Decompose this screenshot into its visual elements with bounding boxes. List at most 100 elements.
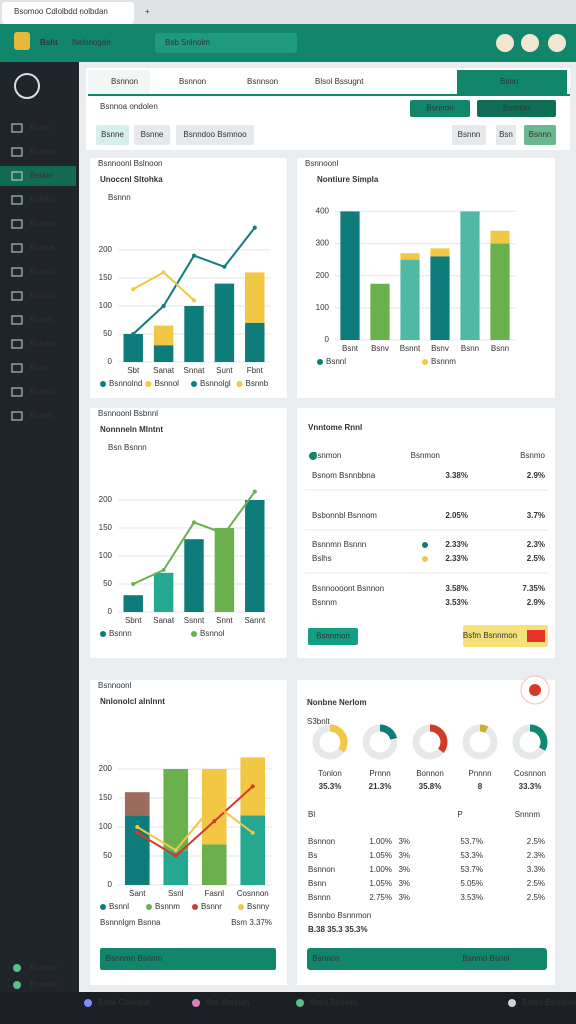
tab: Bsnnon	[179, 77, 206, 86]
button[interactable]	[100, 948, 276, 970]
y-tick-label: 0	[108, 607, 113, 616]
button[interactable]	[477, 100, 556, 117]
bar	[430, 256, 450, 340]
legend-swatch	[145, 381, 152, 387]
x-tick-label: Bsnt	[342, 344, 359, 353]
chip[interactable]	[176, 125, 254, 145]
chart-subtitle: Bsn Bsnnn	[108, 443, 147, 452]
y-tick-label: 100	[99, 551, 113, 560]
bar	[123, 334, 143, 362]
y-tick-label: 150	[99, 523, 113, 532]
cell: 3.3%	[527, 865, 545, 874]
legend-label: Bsnnb	[246, 379, 269, 388]
legend-label: Bsnnr	[201, 902, 222, 911]
bar	[201, 769, 227, 845]
chart-title: Nonbne Nerlom	[307, 698, 367, 707]
highlight-label: Bsfm Bsnnmon	[463, 631, 517, 640]
cell: 3.7%	[527, 511, 545, 520]
icon	[11, 291, 23, 301]
cell: 2.5%	[527, 893, 545, 902]
cell: 2.75%	[369, 893, 392, 902]
cell: 1.00%	[369, 837, 392, 846]
kicker: Bsnnoonl	[305, 159, 339, 168]
search-box[interactable]	[155, 33, 297, 53]
cell: 3.53%	[445, 598, 468, 607]
kicker: Bsnnoonl Bsbnnl	[98, 409, 158, 418]
y-tick-label: 200	[316, 271, 330, 280]
donut-label: Cosnnon	[514, 769, 546, 778]
bar	[245, 272, 265, 323]
row-label: Bs	[308, 851, 317, 860]
action-label: Bsn	[499, 130, 513, 139]
legend-label: Bsnnolnd	[109, 379, 142, 388]
kicker: Bsnnoonl	[98, 681, 132, 690]
button[interactable]	[308, 628, 358, 645]
point	[131, 332, 136, 336]
bar	[184, 306, 204, 362]
legend-label: Bsnnol	[155, 379, 180, 388]
table-head: Bsnmo	[520, 451, 545, 460]
table-head: P	[457, 810, 462, 819]
icon	[309, 452, 317, 460]
donut-label: Bonnon	[416, 769, 444, 778]
legend-swatch	[236, 381, 243, 387]
action[interactable]	[452, 125, 486, 145]
cell: 7.35%	[522, 584, 545, 593]
bar	[490, 230, 510, 244]
avatar[interactable]	[521, 34, 539, 52]
x-tick-label: Sanat	[153, 366, 175, 375]
x-tick-label: Ssnl	[168, 889, 184, 898]
legend-label: Bsnnolgl	[200, 379, 231, 388]
point	[192, 520, 196, 525]
bar	[163, 769, 189, 851]
bar	[400, 259, 420, 340]
button[interactable]	[410, 100, 470, 117]
chip[interactable]	[134, 125, 170, 145]
avatar[interactable]	[496, 34, 514, 52]
x-tick-label: Snnt	[216, 616, 233, 625]
taskbar-item: Bsno Bsdsan	[310, 998, 357, 1007]
y-tick-label: 50	[103, 329, 112, 338]
x-tick-label: Bsnv	[371, 344, 389, 353]
y-tick-label: 150	[99, 273, 113, 282]
avatar[interactable]	[548, 34, 566, 52]
point	[173, 848, 178, 853]
nav-item: Bsnmon	[30, 980, 59, 989]
footer-label: Bsnnbo Bsnnmon	[308, 911, 371, 920]
taskbar-icon	[84, 999, 92, 1007]
bar	[490, 243, 510, 340]
new-tab: +	[145, 7, 150, 16]
button[interactable]	[307, 948, 547, 970]
tab-action[interactable]	[457, 70, 567, 94]
x-tick-label: Sant	[129, 889, 146, 898]
icon	[11, 243, 23, 253]
point	[131, 582, 136, 586]
donut-value: 33.3%	[519, 782, 542, 791]
search-text: Bsb Snlnolm	[165, 38, 210, 47]
donut-value: 21.3%	[369, 782, 392, 791]
cell: 3%	[398, 879, 410, 888]
point	[161, 304, 166, 308]
chip[interactable]	[96, 125, 129, 145]
row-label: Bsnn	[308, 879, 326, 888]
panel	[297, 158, 555, 398]
filter: Bsnnoa ondolen	[100, 102, 158, 111]
icon	[11, 339, 23, 349]
legend-label: Bsnny	[247, 902, 269, 911]
cell: 2.5%	[527, 837, 545, 846]
nav-item: Rsnam	[30, 339, 56, 348]
row-label: Bsnnon	[308, 865, 335, 874]
chart-title: Unoccnl Sltohka	[100, 175, 163, 184]
nav-item: Bsnunt	[30, 267, 56, 276]
action[interactable]	[496, 125, 516, 145]
point	[222, 264, 227, 269]
nav-item: Bsnuo	[30, 171, 53, 180]
action[interactable]	[524, 125, 556, 145]
dot	[422, 556, 428, 562]
browser-tab[interactable]	[2, 2, 134, 24]
nav-item: Bsnnoo	[30, 963, 58, 972]
legend-swatch	[317, 359, 323, 365]
legend-swatch	[100, 631, 106, 637]
button-label: Bsnnmn Bsnnm	[106, 954, 163, 963]
legend-label: Bsnnol	[200, 629, 225, 638]
